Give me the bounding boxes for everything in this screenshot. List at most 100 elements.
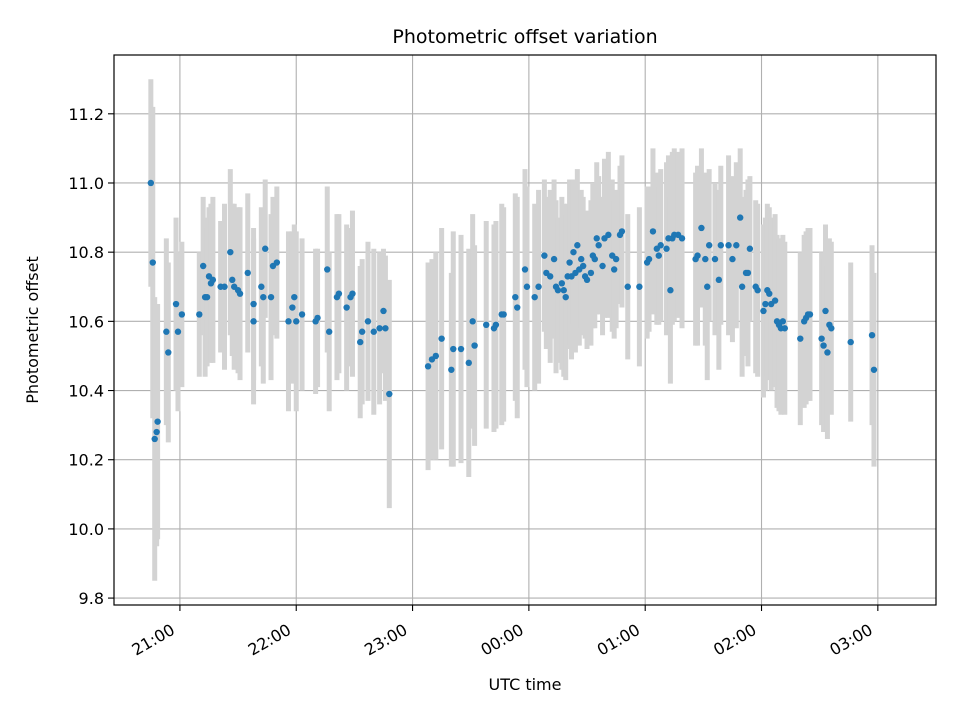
data-point (457, 345, 465, 353)
data-point (380, 307, 387, 315)
data-point (570, 248, 577, 256)
data-point (531, 293, 538, 301)
data-point (736, 214, 744, 221)
data-point (649, 228, 657, 235)
data-point (386, 390, 393, 398)
data-point (579, 262, 587, 270)
data-point (704, 283, 711, 290)
data-point (370, 328, 377, 335)
data-point (149, 259, 156, 266)
data-point (562, 293, 569, 301)
data-point (762, 300, 769, 308)
data-point (376, 325, 383, 332)
data-point (364, 318, 372, 325)
data-point (262, 245, 269, 252)
y-tick-label: 10.0 (68, 520, 104, 539)
data-point (818, 335, 825, 342)
data-point (698, 224, 705, 232)
data-point (610, 266, 618, 273)
data-point (558, 280, 566, 287)
y-tick-label: 10.6 (68, 312, 104, 331)
data-point (335, 290, 343, 297)
data-point (870, 366, 878, 373)
chart-title: Photometric offset variation (392, 26, 657, 48)
data-point (172, 300, 180, 308)
data-point (587, 269, 595, 277)
data-point (358, 328, 366, 335)
data-point (260, 293, 267, 301)
data-point (797, 335, 804, 342)
data-point (820, 342, 827, 349)
data-point (324, 266, 331, 273)
data-point (258, 283, 265, 290)
data-point (151, 435, 158, 443)
data-point (325, 328, 333, 335)
data-point (781, 325, 788, 332)
data-point (450, 345, 457, 353)
data-point (599, 262, 606, 270)
data-point (357, 338, 364, 346)
data-point (209, 276, 217, 284)
data-point (779, 318, 787, 325)
data-point (554, 287, 562, 294)
y-tick-label: 10.8 (68, 243, 104, 262)
data-point (760, 307, 767, 315)
y-tick-label: 10.2 (68, 451, 104, 470)
data-point (746, 245, 754, 252)
data-point (663, 245, 670, 252)
data-point (236, 290, 244, 297)
y-tick-label: 10.4 (68, 382, 104, 401)
data-point (471, 342, 478, 349)
data-point (298, 311, 306, 318)
data-point (314, 314, 321, 322)
data-point (566, 259, 573, 266)
data-point (717, 242, 725, 249)
data-point (655, 252, 662, 259)
data-point (267, 293, 275, 301)
data-point (174, 328, 182, 335)
data-point (595, 242, 602, 249)
data-point (645, 255, 653, 263)
data-point (250, 300, 257, 308)
y-tick-label: 11.2 (68, 105, 104, 124)
data-point (702, 255, 709, 263)
data-point (285, 318, 292, 325)
data-point (291, 293, 298, 301)
data-point (147, 179, 155, 187)
data-point (725, 242, 732, 249)
data-point (754, 287, 761, 294)
y-tick-label: 11.0 (68, 174, 104, 193)
data-point (766, 290, 773, 297)
data-point (574, 242, 581, 249)
data-point (771, 297, 779, 304)
data-point (806, 311, 814, 318)
data-point (705, 242, 713, 249)
data-point (550, 255, 558, 263)
data-point (593, 235, 600, 242)
data-point (560, 287, 567, 294)
data-point (733, 242, 740, 249)
data-point (203, 293, 211, 301)
data-point (465, 359, 472, 367)
data-point (500, 311, 507, 318)
data-point (196, 311, 203, 318)
data-point (605, 231, 612, 239)
data-point (469, 318, 476, 325)
y-tick-label: 9.8 (79, 589, 104, 608)
data-point (432, 352, 440, 360)
data-point (153, 428, 160, 436)
data-point (744, 269, 752, 277)
data-point (523, 283, 531, 290)
data-point (729, 255, 736, 263)
data-point (618, 228, 626, 235)
data-point (293, 318, 300, 325)
data-point (583, 276, 591, 284)
data-point (514, 304, 521, 311)
y-axis-label: Photometric offset (23, 256, 42, 404)
x-axis-label: UTC time (489, 675, 562, 694)
data-point (822, 307, 829, 315)
plot-frame (113, 54, 937, 606)
data-point (715, 276, 723, 284)
data-point (541, 252, 548, 259)
